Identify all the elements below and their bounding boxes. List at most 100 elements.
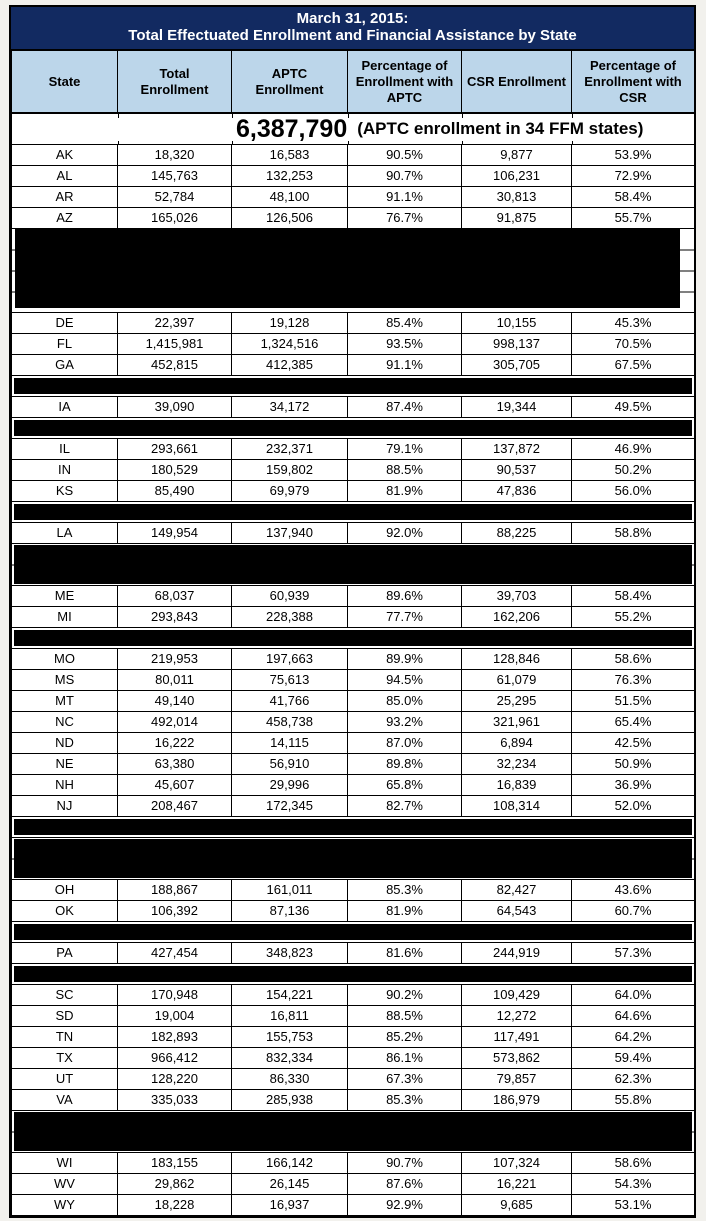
cell-pct-aptc: 92.0% <box>347 522 462 544</box>
redaction-area <box>11 837 695 880</box>
redaction-area <box>11 921 695 943</box>
cell-pct-csr: 65.4% <box>571 711 695 733</box>
cell-pct-csr: 58.6% <box>571 1152 695 1174</box>
cell-pct-csr: 64.6% <box>571 1005 695 1027</box>
table-row: MI 293,843 228,388 77.7% 162,206 55.2% <box>11 606 695 628</box>
cell-state: SC <box>11 984 118 1006</box>
cell-csr-enrollment: 19,344 <box>461 396 572 418</box>
cell-aptc-enrollment: 60,939 <box>231 585 348 607</box>
cell-aptc-enrollment: 69,979 <box>231 480 348 502</box>
cell-pct-csr: 64.2% <box>571 1026 695 1048</box>
cell-aptc-enrollment: 41,766 <box>231 690 348 712</box>
cell-csr-enrollment: 9,685 <box>461 1194 572 1216</box>
cell-pct-csr: 52.0% <box>571 795 695 817</box>
cell-csr-enrollment: 47,836 <box>461 480 572 502</box>
cell-csr-enrollment: 6,894 <box>461 732 572 754</box>
report-title-bar: March 31, 2015: Total Effectuated Enroll… <box>11 7 694 49</box>
cell-pct-aptc: 81.6% <box>347 942 462 964</box>
redacted-row-group <box>11 417 695 439</box>
column-header-total-enrollment: Total Enrollment <box>117 49 232 114</box>
cell-aptc-enrollment: 126,506 <box>231 207 348 229</box>
cell-total-enrollment: 293,843 <box>117 606 232 628</box>
column-tick <box>232 114 233 118</box>
aptc-total-value: 6,387,790 <box>236 114 348 143</box>
cell-state: WI <box>11 1152 118 1174</box>
cell-aptc-enrollment: 172,345 <box>231 795 348 817</box>
enrollment-report-table: March 31, 2015: Total Effectuated Enroll… <box>9 5 696 1218</box>
redaction-black-bar <box>14 545 692 584</box>
cell-pct-aptc: 87.0% <box>347 732 462 754</box>
cell-total-enrollment: 16,222 <box>117 732 232 754</box>
table-row: AL 145,763 132,253 90.7% 106,231 72.9% <box>11 165 695 187</box>
column-header-pct-aptc: Percentage of Enrollment with APTC <box>347 49 462 114</box>
cell-pct-aptc: 90.7% <box>347 1152 462 1174</box>
cell-total-enrollment: 18,320 <box>117 144 232 166</box>
cell-pct-aptc: 77.7% <box>347 606 462 628</box>
cell-pct-aptc: 85.2% <box>347 1026 462 1048</box>
cell-pct-aptc: 92.9% <box>347 1194 462 1216</box>
table-row: TN 182,893 155,753 85.2% 117,491 64.2% <box>11 1026 695 1048</box>
cell-aptc-enrollment: 832,334 <box>231 1047 348 1069</box>
cell-aptc-enrollment: 412,385 <box>231 354 348 376</box>
cell-csr-enrollment: 117,491 <box>461 1026 572 1048</box>
cell-pct-csr: 58.8% <box>571 522 695 544</box>
cell-pct-csr: 46.9% <box>571 438 695 460</box>
aptc-total-summary-cell: 6,387,790 (APTC enrollment in 34 FFM sta… <box>11 112 695 145</box>
cell-pct-aptc: 93.5% <box>347 333 462 355</box>
cell-total-enrollment: 52,784 <box>117 186 232 208</box>
cell-state: VA <box>11 1089 118 1111</box>
cell-aptc-enrollment: 159,802 <box>231 459 348 481</box>
column-header-aptc-enrollment: APTC Enrollment <box>231 49 348 114</box>
cell-aptc-enrollment: 166,142 <box>231 1152 348 1174</box>
table-row: NJ 208,467 172,345 82.7% 108,314 52.0% <box>11 795 695 817</box>
column-tick <box>118 141 119 144</box>
cell-total-enrollment: 165,026 <box>117 207 232 229</box>
redaction-black-bar <box>14 1112 692 1151</box>
table-row: IN 180,529 159,802 88.5% 90,537 50.2% <box>11 459 695 481</box>
table-row: IL 293,661 232,371 79.1% 137,872 46.9% <box>11 438 695 460</box>
cell-pct-csr: 50.2% <box>571 459 695 481</box>
summary-row: 6,387,790 (APTC enrollment in 34 FFM sta… <box>11 112 695 145</box>
cell-state: IL <box>11 438 118 460</box>
redacted-row-group <box>11 1110 695 1153</box>
cell-csr-enrollment: 12,272 <box>461 1005 572 1027</box>
cell-pct-aptc: 89.8% <box>347 753 462 775</box>
cell-pct-aptc: 93.2% <box>347 711 462 733</box>
cell-state: MO <box>11 648 118 670</box>
cell-csr-enrollment: 9,877 <box>461 144 572 166</box>
cell-total-enrollment: 219,953 <box>117 648 232 670</box>
cell-pct-csr: 58.4% <box>571 585 695 607</box>
table-row: OH 188,867 161,011 85.3% 82,427 43.6% <box>11 879 695 901</box>
redacted-row-group <box>11 543 695 586</box>
cell-state: TX <box>11 1047 118 1069</box>
cell-pct-csr: 55.7% <box>571 207 695 229</box>
cell-aptc-enrollment: 16,811 <box>231 1005 348 1027</box>
cell-state: GA <box>11 354 118 376</box>
cell-total-enrollment: 452,815 <box>117 354 232 376</box>
table-row: FL 1,415,981 1,324,516 93.5% 998,137 70.5% <box>11 333 695 355</box>
column-header-csr-enrollment: CSR Enrollment <box>461 49 572 114</box>
cell-aptc-enrollment: 87,136 <box>231 900 348 922</box>
cell-total-enrollment: 68,037 <box>117 585 232 607</box>
cell-pct-aptc: 94.5% <box>347 669 462 691</box>
redacted-row-group <box>11 816 695 838</box>
cell-pct-csr: 55.8% <box>571 1089 695 1111</box>
cell-csr-enrollment: 25,295 <box>461 690 572 712</box>
redaction-area <box>11 417 695 439</box>
redaction-black-bar <box>15 229 680 308</box>
cell-pct-aptc: 86.1% <box>347 1047 462 1069</box>
cell-pct-aptc: 87.4% <box>347 396 462 418</box>
cell-state: MT <box>11 690 118 712</box>
cell-state: UT <box>11 1068 118 1090</box>
cell-state: OK <box>11 900 118 922</box>
cell-total-enrollment: 966,412 <box>117 1047 232 1069</box>
cell-total-enrollment: 180,529 <box>117 459 232 481</box>
redacted-row-group <box>11 963 695 985</box>
cell-state: AR <box>11 186 118 208</box>
table-header: State Total Enrollment APTC Enrollment P… <box>11 49 695 114</box>
cell-pct-aptc: 91.1% <box>347 354 462 376</box>
cell-state: OH <box>11 879 118 901</box>
redaction-black-bar <box>14 966 692 982</box>
table-row: VA 335,033 285,938 85.3% 186,979 55.8% <box>11 1089 695 1111</box>
cell-pct-aptc: 82.7% <box>347 795 462 817</box>
